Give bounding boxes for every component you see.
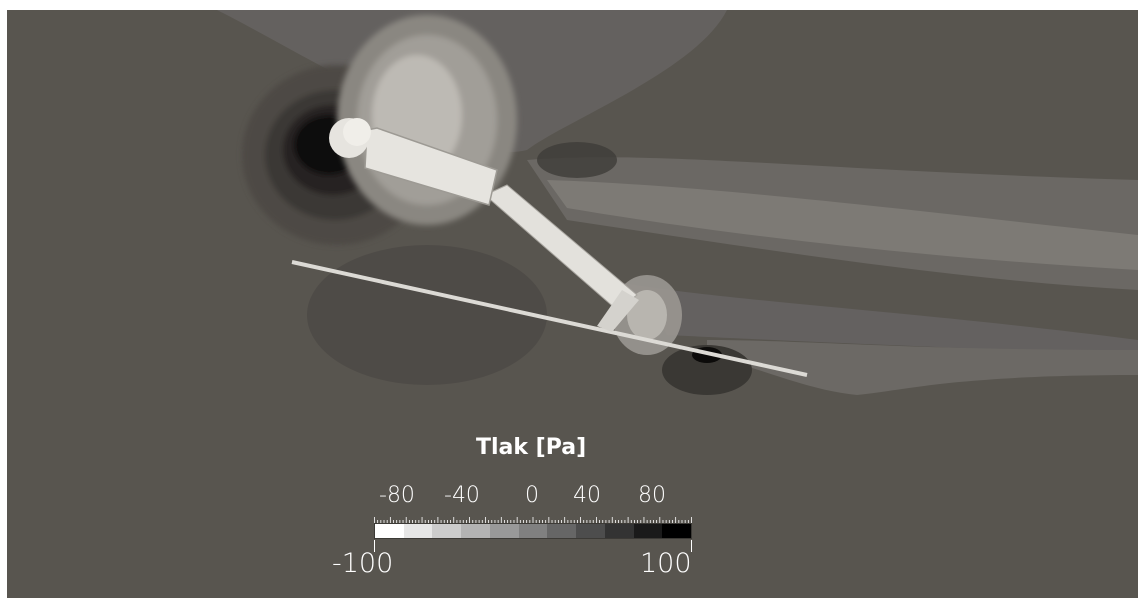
- colorbar-swatch: [518, 524, 548, 538]
- colorbar: [374, 523, 692, 539]
- tail-wake: [707, 340, 1138, 395]
- right-wake-inner: [547, 180, 1138, 270]
- colorbar-swatch: [375, 524, 404, 538]
- colorbar-swatch: [633, 524, 663, 538]
- tick-label: -40: [444, 483, 480, 508]
- tick-label: -80: [379, 483, 415, 508]
- range-min-label: -100: [332, 548, 394, 579]
- range-max-label: 100: [640, 548, 692, 579]
- ski: [291, 260, 808, 377]
- legend-title: Tlak [Pa]: [476, 435, 587, 460]
- colorbar-swatch: [489, 524, 519, 538]
- lower-pressure-region: [307, 245, 547, 385]
- pressure-field: [7, 10, 1138, 598]
- colorbar-swatch: [403, 524, 433, 538]
- tick-label: 80: [638, 483, 666, 508]
- lower-wake-band: [607, 280, 1138, 355]
- render-viewport[interactable]: Tlak [Pa] -80 -40 0 40 80 -100 100: [7, 10, 1138, 598]
- colorbar-swatch: [662, 524, 692, 538]
- range-tick-min: [374, 540, 375, 552]
- torso: [364, 127, 498, 206]
- colorbar-swatch: [576, 524, 605, 538]
- mid-dark-pocket: [537, 142, 617, 178]
- tick-label: 40: [573, 483, 601, 508]
- colorbar-swatch: [432, 524, 462, 538]
- colorbar-swatch: [604, 524, 634, 538]
- lower-leg: [597, 290, 639, 332]
- colorbar-swatch: [547, 524, 577, 538]
- tick-label: 0: [525, 483, 539, 508]
- range-tick-max: [691, 540, 692, 552]
- leg: [484, 184, 638, 311]
- colorbar-swatch: [461, 524, 490, 538]
